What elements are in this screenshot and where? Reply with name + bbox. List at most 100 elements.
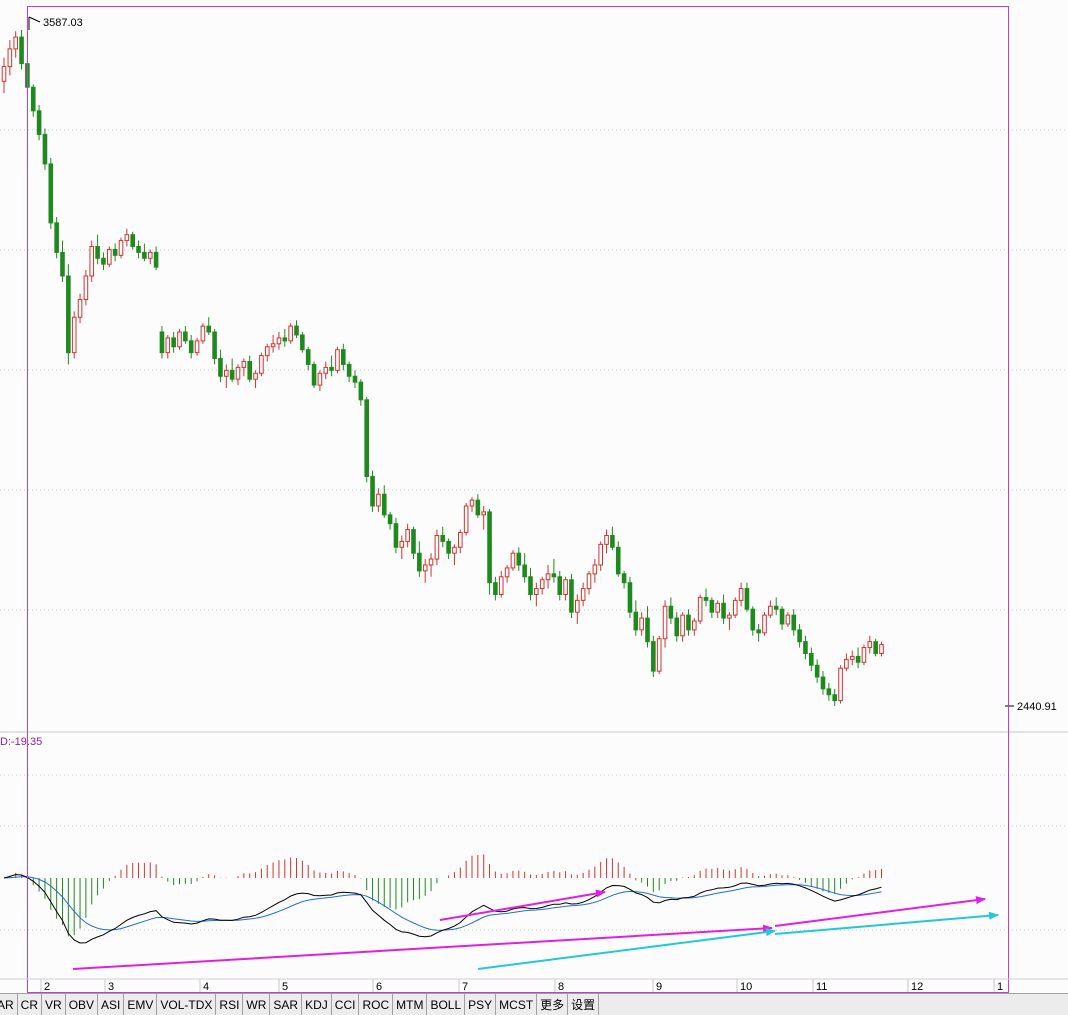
candle <box>183 326 188 344</box>
candle <box>341 343 346 371</box>
tab-more[interactable]: 更多 <box>537 994 569 1015</box>
candle <box>522 553 527 583</box>
tab-psy[interactable]: PSY <box>465 994 497 1015</box>
tab-cci[interactable]: CCI <box>332 994 360 1015</box>
candle <box>709 597 715 619</box>
candle <box>224 364 229 389</box>
candle <box>317 370 323 391</box>
candlestick-series <box>1 30 884 706</box>
candle <box>826 682 832 701</box>
candle <box>692 618 697 636</box>
candle <box>66 264 71 365</box>
chart-background <box>0 0 1068 993</box>
magenta-arrow-long <box>72 924 773 970</box>
candle <box>569 573 574 619</box>
candle <box>48 158 54 229</box>
candle <box>551 559 557 583</box>
month-label: 6 <box>376 981 382 993</box>
candle <box>428 553 434 577</box>
candle <box>668 597 674 624</box>
month-label: 2 <box>44 981 50 993</box>
selection-frame <box>27 6 1009 993</box>
tab-asi[interactable]: ASI <box>98 994 125 1015</box>
candle <box>95 234 100 265</box>
candle <box>744 582 750 613</box>
candle <box>855 647 861 669</box>
candle <box>809 647 814 672</box>
candle <box>206 317 212 335</box>
candle <box>71 311 77 359</box>
divergence-arrows <box>72 889 999 970</box>
candle <box>592 559 598 583</box>
stock-chart[interactable]: 3587.03 2440.91 D:-19.35 2 3 4 5 6 7 8 9 10 11 12 1 <box>0 0 1068 993</box>
candle <box>879 641 884 657</box>
candle <box>7 40 13 76</box>
candle <box>563 576 568 601</box>
candle <box>844 653 849 672</box>
candle <box>13 31 18 58</box>
candle <box>212 329 217 365</box>
candle <box>346 361 352 383</box>
tab-vr[interactable]: VR <box>42 994 66 1015</box>
tab-roc[interactable]: ROC <box>359 994 394 1015</box>
candle <box>276 332 282 350</box>
high-marker-pointer <box>28 16 41 23</box>
candle <box>130 231 135 250</box>
candle <box>329 355 334 377</box>
candle <box>598 541 604 571</box>
high-price-label: 3587.03 <box>43 17 83 29</box>
candle <box>721 594 726 624</box>
tab-kdj[interactable]: KDJ <box>302 994 332 1015</box>
candle <box>849 650 855 666</box>
candle <box>42 128 48 170</box>
candle <box>118 237 124 259</box>
candle <box>586 570 592 595</box>
candle <box>680 612 685 642</box>
candle <box>621 570 627 589</box>
tab-ar[interactable]: AR <box>0 994 18 1015</box>
candle <box>703 588 709 607</box>
indicator-tab-bar: AR CR VR OBV ASI EMV VOL-TDX RSI WR SAR … <box>0 993 1068 1015</box>
tab-cr[interactable]: CR <box>18 994 43 1015</box>
candle <box>545 564 551 589</box>
tab-vol-tdx[interactable]: VOL-TDX <box>157 994 217 1015</box>
candle <box>762 612 767 636</box>
macd-value-label: D:-19.35 <box>0 736 42 748</box>
candle <box>83 270 89 306</box>
tab-boll[interactable]: BOLL <box>427 994 466 1015</box>
candle <box>557 570 563 601</box>
tab-obv[interactable]: OBV <box>66 994 99 1015</box>
candle <box>580 582 586 607</box>
candle <box>387 511 393 530</box>
candle <box>539 576 545 595</box>
magenta-arrow-short <box>439 889 606 921</box>
candle <box>282 329 288 347</box>
candle <box>493 576 498 601</box>
candle <box>393 517 399 554</box>
candle <box>36 104 42 141</box>
candle <box>820 671 826 695</box>
tab-wr[interactable]: WR <box>243 994 271 1015</box>
candle <box>873 638 878 657</box>
tab-sar[interactable]: SAR <box>270 994 303 1015</box>
candle <box>1 57 7 94</box>
tab-settings[interactable]: 设置 <box>568 994 600 1015</box>
candle <box>791 609 797 636</box>
month-label: 9 <box>656 981 662 993</box>
tab-mtm[interactable]: MTM <box>393 994 428 1015</box>
tab-mcst[interactable]: MCST <box>496 994 538 1015</box>
candle <box>259 352 264 377</box>
tab-emv[interactable]: EMV <box>124 994 158 1015</box>
candle <box>358 379 364 406</box>
candle <box>147 249 153 265</box>
candle <box>469 497 475 512</box>
month-label: 7 <box>462 981 468 993</box>
candle <box>124 228 130 247</box>
candle <box>294 320 299 338</box>
candle <box>656 635 662 675</box>
tab-rsi[interactable]: RSI <box>216 994 244 1015</box>
low-price-label: 2440.91 <box>1017 701 1057 713</box>
month-axis-labels: 2 3 4 5 6 7 8 9 10 11 12 1 <box>40 979 1003 993</box>
macd-dif-line <box>3 873 882 944</box>
candle <box>399 535 405 560</box>
